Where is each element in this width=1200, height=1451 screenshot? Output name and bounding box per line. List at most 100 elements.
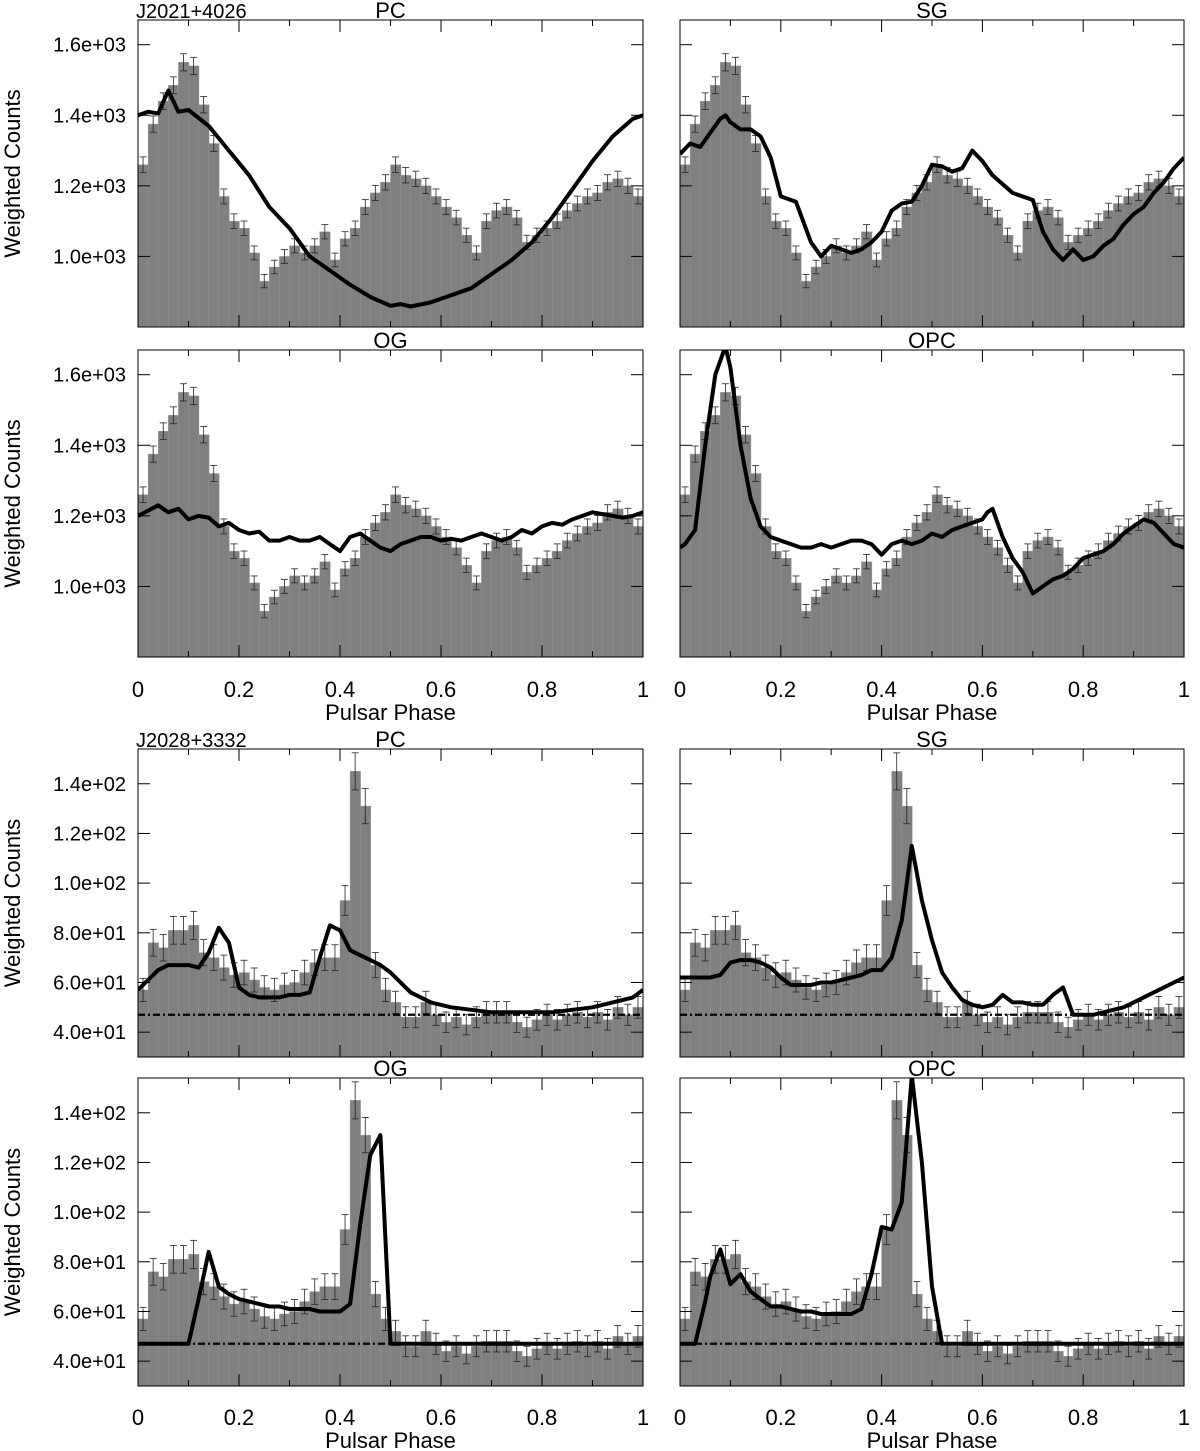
histogram-bar — [881, 568, 893, 658]
histogram-bar — [592, 192, 604, 328]
y-tick-label: 1.0e+03 — [53, 576, 126, 598]
histogram-bar — [891, 227, 903, 328]
histogram-bar — [562, 540, 573, 658]
histogram-bar — [218, 967, 230, 1058]
y-tick-label: 6.0e+01 — [53, 1301, 126, 1323]
x-axis-label: Pulsar Phase — [867, 1428, 998, 1451]
histogram-bar — [1072, 565, 1084, 658]
histogram-bar — [941, 505, 953, 658]
histogram-bar — [1002, 235, 1014, 328]
model-curve — [138, 503, 643, 554]
histogram-bar — [1093, 220, 1104, 328]
y-axis-label: Weighted Counts — [0, 419, 25, 587]
histogram-bar — [521, 572, 533, 658]
histogram-bar — [198, 434, 210, 658]
histogram-bar — [299, 582, 311, 658]
x-tick-label: 0 — [132, 677, 144, 702]
histogram-bar — [541, 227, 553, 328]
histogram-bar — [1012, 582, 1024, 658]
x-tick-label: 0.4 — [325, 677, 356, 702]
panel-0-opc: OPC 0 0.2 0.4 0.6 0.8 1 Pulsar Phase — [674, 328, 1190, 725]
x-tick-label: 1 — [1178, 1405, 1190, 1430]
histogram-bar — [541, 558, 553, 658]
histogram-bar — [269, 596, 280, 658]
x-tick-label: 0.6 — [967, 677, 998, 702]
histogram-bar — [1022, 550, 1034, 658]
x-tick-label: 0 — [674, 1405, 686, 1430]
histogram-bar — [750, 957, 762, 1058]
x-axis-label: Pulsar Phase — [325, 1428, 456, 1451]
histogram-bar — [228, 220, 240, 328]
panel-title: OPC — [908, 328, 956, 353]
histogram-bar — [790, 582, 802, 658]
histogram-bar — [851, 245, 863, 328]
panel-title: OPC — [908, 1056, 956, 1081]
panel-0-pc: PC J2021+4026 1.0e+03 1.2e+03 1.4e+03 1.6e+03… — [0, 0, 644, 328]
histogram-bar — [178, 930, 190, 1058]
y-tick-label: 1.0e+02 — [53, 873, 126, 895]
histogram-bar — [440, 206, 452, 328]
x-tick-label: 0.6 — [426, 1405, 457, 1430]
histogram-bar — [289, 245, 301, 328]
histogram-bar — [178, 1259, 190, 1387]
x-tick-label: 0.8 — [1068, 1405, 1099, 1430]
x-tick-label: 0.2 — [224, 677, 255, 702]
model-curve — [680, 843, 1184, 1017]
histogram-bar — [972, 196, 984, 328]
histogram-bar — [349, 558, 361, 658]
histogram-bar — [810, 266, 822, 328]
histogram-bar — [208, 957, 220, 1058]
histogram-bar — [147, 942, 159, 1058]
x-tick-label: 0.8 — [1068, 677, 1099, 702]
histogram-bar — [218, 196, 230, 328]
histogram-bar — [218, 526, 230, 658]
y-tick-label: 1.2e+02 — [53, 1152, 126, 1174]
histogram-bar — [1062, 572, 1074, 658]
histogram-bar — [871, 589, 883, 658]
histogram-bar — [319, 231, 331, 328]
histogram-bar — [471, 252, 482, 328]
panel-0-sg: SG — [679, 0, 1185, 328]
histogram-bar — [400, 505, 412, 658]
histogram-bar — [730, 65, 742, 328]
histogram-bar — [1052, 217, 1064, 328]
histogram-bar — [511, 547, 523, 658]
y-tick-label: 1.4e+03 — [53, 105, 126, 127]
histogram-bar — [911, 1293, 923, 1387]
histogram-bar — [871, 1286, 883, 1387]
x-tick-label: 1 — [1178, 677, 1190, 702]
y-tick-label: 1.2e+02 — [53, 823, 126, 845]
histogram-bar — [168, 415, 180, 658]
y-tick-label: 6.0e+01 — [53, 972, 126, 994]
histogram-bar — [632, 196, 644, 328]
histogram-bar — [137, 494, 149, 658]
histogram-bar — [881, 900, 893, 1058]
histogram-bar — [612, 178, 624, 328]
histogram-bar — [612, 508, 624, 658]
histogram-bar — [531, 235, 543, 328]
histogram-bar — [168, 1259, 180, 1387]
histogram-bar — [380, 512, 392, 658]
histogram-bar — [1143, 512, 1155, 658]
histogram-bar — [137, 164, 149, 328]
panel-1-sg: SG — [679, 727, 1185, 1058]
histogram-bar — [1123, 526, 1135, 658]
y-tick-label: 4.0e+01 — [53, 1022, 126, 1044]
histogram-bar — [760, 1296, 772, 1387]
histogram-bar — [147, 1271, 159, 1387]
histogram-bar — [551, 220, 563, 328]
histogram-bar — [238, 558, 250, 658]
histogram-bar — [329, 957, 341, 1058]
histogram-bar — [841, 252, 852, 328]
histogram-bar — [147, 453, 159, 658]
histogram-bar — [602, 512, 614, 658]
x-axis-label: Pulsar Phase — [867, 700, 998, 725]
histogram-bar — [349, 227, 361, 328]
histogram-bar — [360, 536, 371, 658]
histogram-bar — [1103, 210, 1115, 328]
histogram-bar — [1082, 227, 1094, 328]
histogram-bar — [501, 536, 513, 658]
y-tick-label: 8.0e+01 — [53, 923, 126, 945]
histogram-bar — [780, 227, 792, 328]
histogram-bar — [632, 526, 644, 658]
